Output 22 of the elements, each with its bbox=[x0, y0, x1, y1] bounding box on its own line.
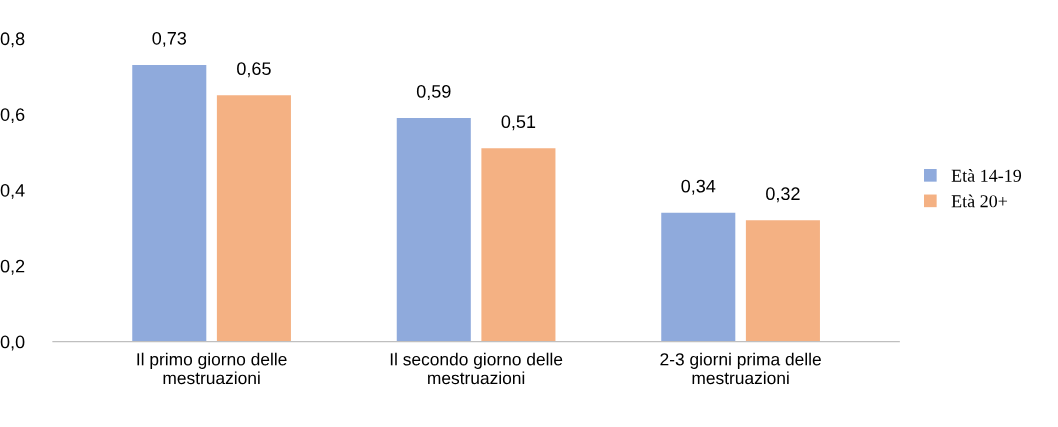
data-label: 0,32 bbox=[766, 187, 800, 203]
y-tick-label: 0,8 bbox=[0, 32, 25, 48]
y-tick-label: 0,2 bbox=[0, 259, 25, 275]
legend-label: Età 14-19 bbox=[951, 169, 1022, 182]
data-label: 0,59 bbox=[416, 84, 451, 100]
y-tick-label: 0,6 bbox=[0, 108, 25, 124]
y-tick-label: 0,4 bbox=[0, 183, 25, 199]
bar bbox=[216, 95, 291, 342]
data-label: 0,34 bbox=[681, 179, 716, 195]
data-label: 0,65 bbox=[237, 62, 271, 78]
y-tick-label: 0,0 bbox=[0, 335, 25, 351]
x-tick-label: Il primo giorno delle mestruazioni bbox=[137, 352, 287, 385]
bar bbox=[481, 148, 556, 342]
bar bbox=[132, 64, 207, 342]
data-label: 0,73 bbox=[152, 31, 187, 47]
bar bbox=[661, 212, 736, 342]
x-tick-label: Il secondo giorno delle mestruazioni bbox=[390, 352, 563, 385]
bar bbox=[396, 118, 471, 342]
x-tick-label: 2-3 giorni prima delle mestruazioni bbox=[660, 352, 821, 385]
bar bbox=[745, 220, 820, 342]
data-label: 0,51 bbox=[501, 115, 536, 131]
legend-label: Età 20+ bbox=[951, 194, 1008, 208]
